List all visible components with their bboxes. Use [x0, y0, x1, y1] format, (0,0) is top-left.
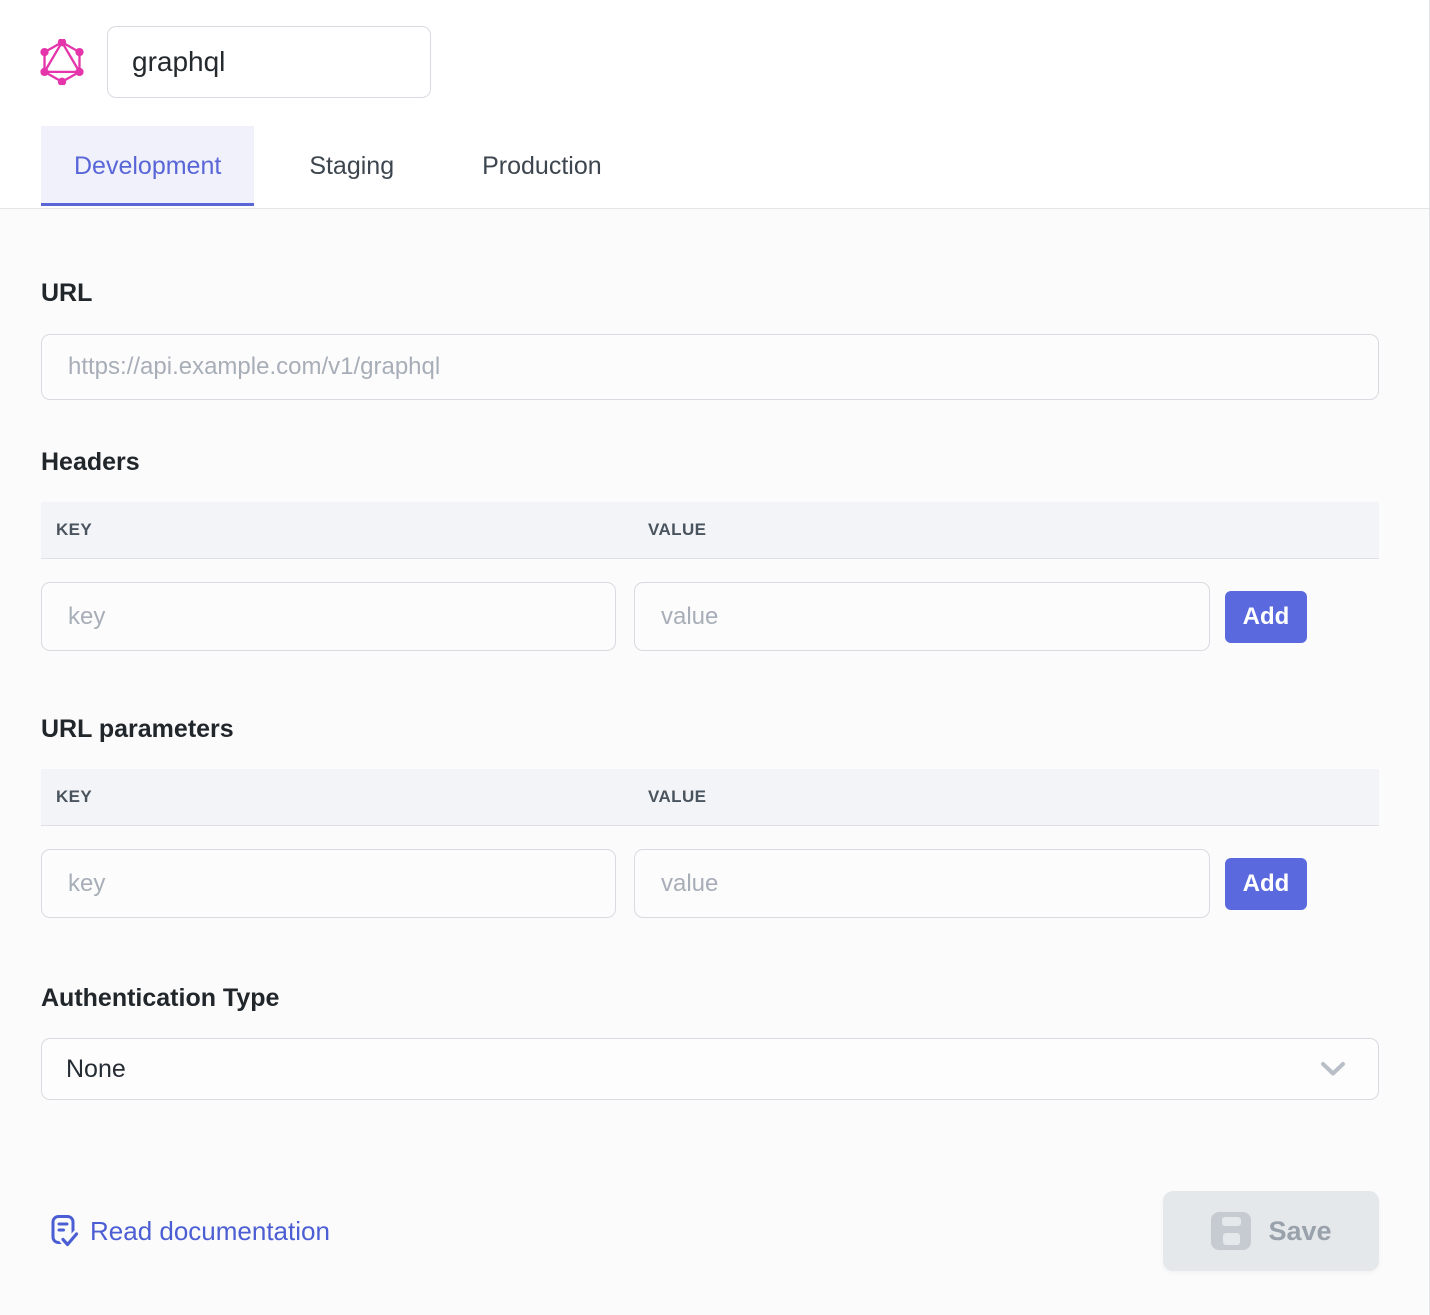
headers-value-input[interactable] — [634, 582, 1210, 651]
headers-table-header: KEY VALUE — [41, 502, 1379, 559]
chevron-down-icon — [1321, 1062, 1345, 1076]
panel-header: Development Staging Production — [0, 0, 1429, 209]
tab-staging-label: Staging — [309, 151, 395, 180]
headers-input-row: Add — [41, 582, 1379, 651]
headers-key-input[interactable] — [41, 582, 616, 651]
url-input[interactable] — [41, 334, 1379, 400]
authentication-type-selected-value: None — [66, 1054, 126, 1083]
read-documentation-link[interactable]: Read documentation — [50, 1214, 330, 1248]
url-parameters-add-button[interactable]: Add — [1225, 857, 1307, 910]
url-parameters-table-header: KEY VALUE — [41, 769, 1379, 826]
url-parameters-key-input[interactable] — [41, 849, 616, 918]
service-name-input[interactable] — [107, 26, 431, 98]
url-parameters-key-column-header: KEY — [56, 787, 93, 806]
authentication-type-select[interactable]: None — [41, 1038, 1379, 1100]
tab-production-label: Production — [482, 151, 602, 180]
url-parameters-value-column-header: VALUE — [648, 787, 707, 806]
tab-production[interactable]: Production — [449, 126, 635, 206]
save-button-label: Save — [1268, 1215, 1332, 1246]
url-parameters-value-input[interactable] — [634, 849, 1210, 918]
tab-staging[interactable]: Staging — [276, 126, 427, 206]
url-parameters-input-row: Add — [41, 849, 1379, 918]
url-parameters-section-label: URL parameters — [41, 715, 234, 743]
form-footer: Read documentation Save — [41, 1191, 1379, 1271]
headers-add-button[interactable]: Add — [1225, 590, 1307, 643]
url-section-label: URL — [41, 279, 93, 307]
tab-development[interactable]: Development — [41, 126, 255, 206]
tab-development-label: Development — [74, 151, 222, 180]
authentication-type-label: Authentication Type — [41, 984, 280, 1012]
headers-value-column-header: VALUE — [648, 520, 707, 539]
graphql-service-config-panel: Development Staging Production URL Heade… — [0, 0, 1429, 1271]
save-floppy-icon — [1211, 1212, 1252, 1250]
config-form: URL Headers KEY VALUE Add URL parameters… — [0, 279, 1429, 1271]
read-documentation-label: Read documentation — [90, 1215, 330, 1246]
documentation-icon — [51, 1215, 79, 1248]
graphql-logo-icon — [40, 39, 84, 85]
save-button[interactable]: Save — [1163, 1191, 1379, 1271]
service-name-row — [0, 0, 1429, 98]
headers-section-label: Headers — [41, 448, 140, 476]
environment-tabs: Development Staging Production — [41, 126, 1429, 206]
headers-key-column-header: KEY — [56, 520, 93, 539]
